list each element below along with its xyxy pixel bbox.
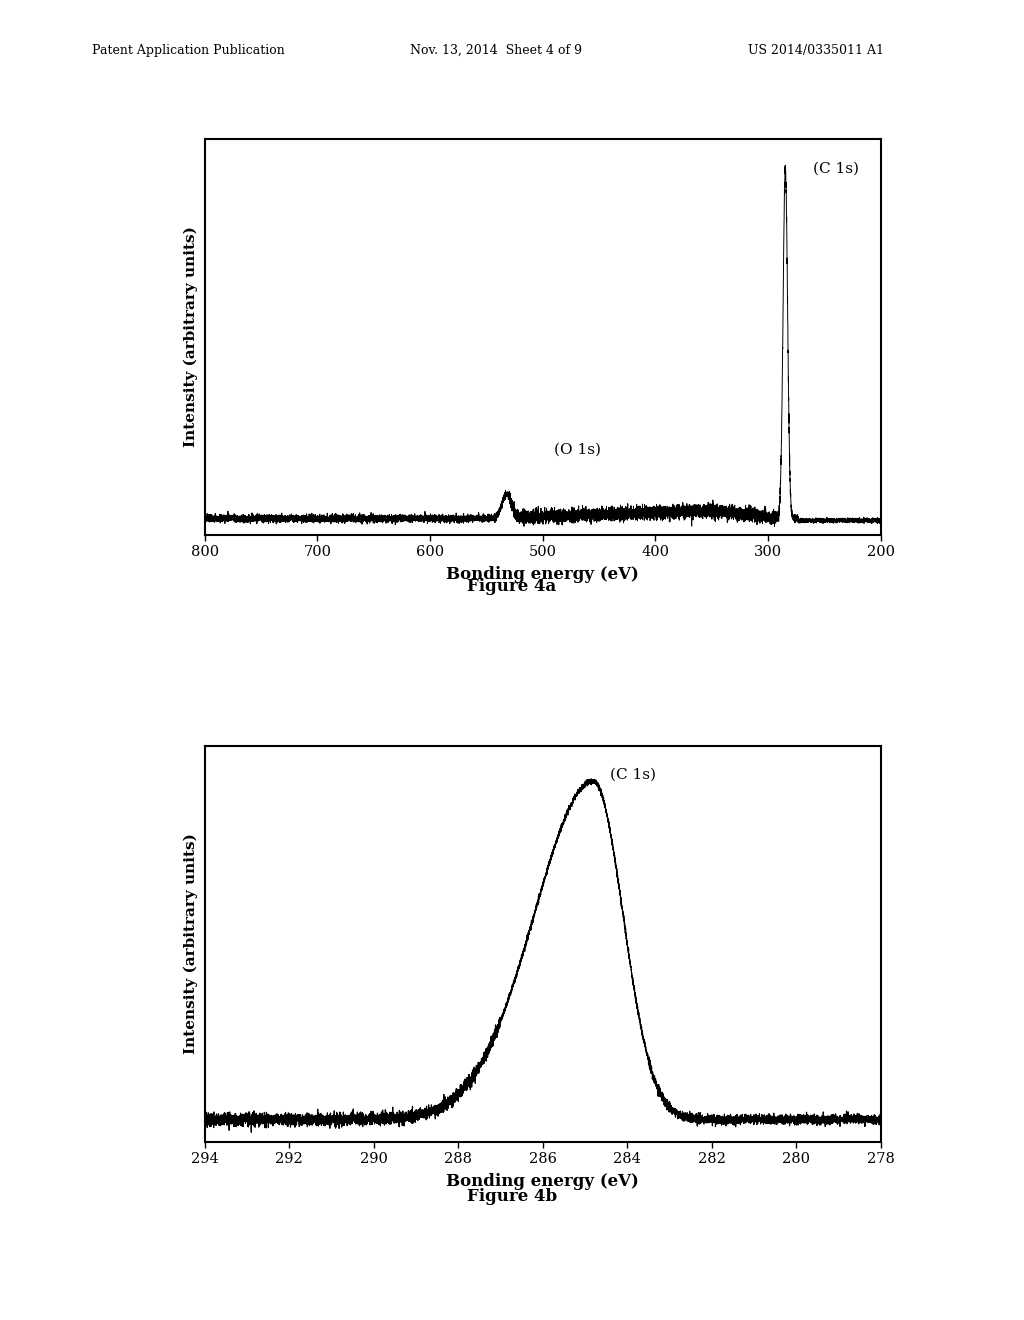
Text: US 2014/0335011 A1: US 2014/0335011 A1 [748, 44, 884, 57]
Text: Patent Application Publication: Patent Application Publication [92, 44, 285, 57]
Text: (C 1s): (C 1s) [610, 768, 656, 781]
Y-axis label: Intensity (arbitrary units): Intensity (arbitrary units) [183, 833, 198, 1055]
Text: (C 1s): (C 1s) [813, 161, 859, 176]
X-axis label: Bonding energy (eV): Bonding energy (eV) [446, 1173, 639, 1191]
Text: Nov. 13, 2014  Sheet 4 of 9: Nov. 13, 2014 Sheet 4 of 9 [410, 44, 582, 57]
Text: (O 1s): (O 1s) [554, 444, 601, 457]
Y-axis label: Intensity (arbitrary units): Intensity (arbitrary units) [183, 226, 198, 447]
Text: Figure 4b: Figure 4b [467, 1188, 557, 1205]
Text: Figure 4a: Figure 4a [467, 578, 557, 595]
X-axis label: Bonding energy (eV): Bonding energy (eV) [446, 566, 639, 583]
